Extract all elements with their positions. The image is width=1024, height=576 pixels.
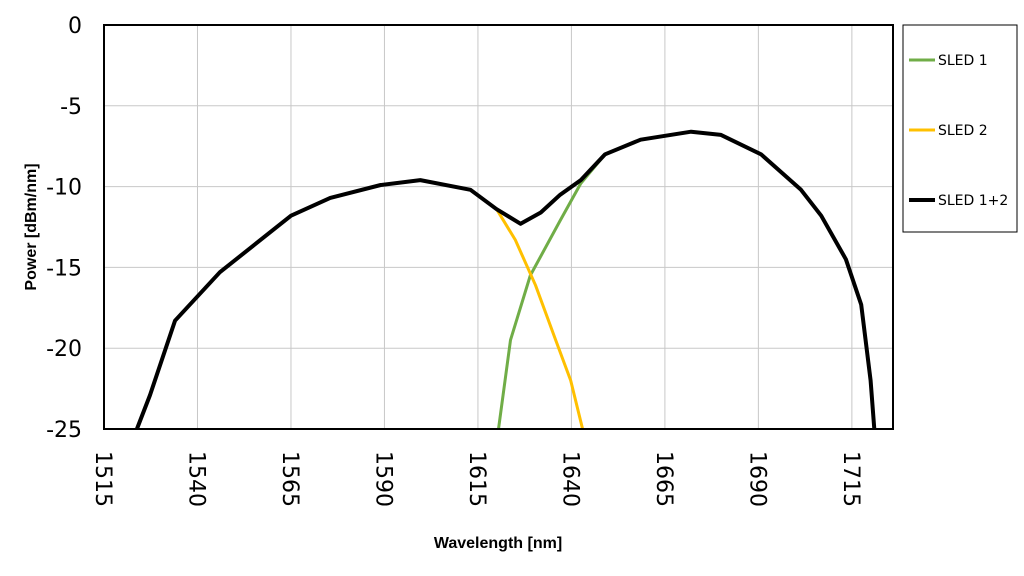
x-tick-label: 1590	[370, 451, 395, 507]
x-tick-label: 1540	[183, 451, 208, 507]
series-lines	[135, 129, 877, 430]
series-line-1	[497, 130, 876, 430]
legend-label: SLED 1+2	[938, 193, 1008, 209]
x-tick-label: 1715	[838, 451, 863, 507]
plot-area-border	[103, 24, 894, 430]
y-axis-label: Power [dBm/nm]	[23, 163, 40, 290]
y-tick-label: -25	[46, 418, 82, 443]
legend-label: SLED 1	[938, 53, 988, 69]
y-tick-label: -20	[46, 337, 82, 362]
x-tick-label: 1515	[90, 451, 115, 507]
x-tick-label: 1690	[744, 451, 769, 507]
y-tick-labels: 0 -5 -10 -15 -20 -25	[46, 14, 82, 443]
series-line-2	[135, 178, 585, 430]
grid	[103, 24, 893, 430]
legend: SLED 1 SLED 2 SLED 1+2	[902, 24, 1018, 233]
y-tick-label: -10	[46, 176, 82, 201]
x-tick-label: 1665	[651, 451, 676, 507]
x-tick-label: 1640	[557, 451, 582, 507]
legend-label: SLED 2	[938, 123, 988, 139]
x-tick-label: 1565	[277, 451, 302, 507]
x-tick-label: 1615	[464, 451, 489, 507]
x-tick-labels: 1515 1540 1565 1590 1615 1640 1665 1690 1715	[90, 451, 863, 507]
series-line-3	[135, 129, 877, 430]
x-axis-label: Wavelength [nm]	[434, 535, 562, 552]
y-tick-label: -15	[46, 256, 82, 281]
y-tick-label: -5	[60, 95, 82, 120]
y-tick-label: 0	[68, 14, 82, 39]
